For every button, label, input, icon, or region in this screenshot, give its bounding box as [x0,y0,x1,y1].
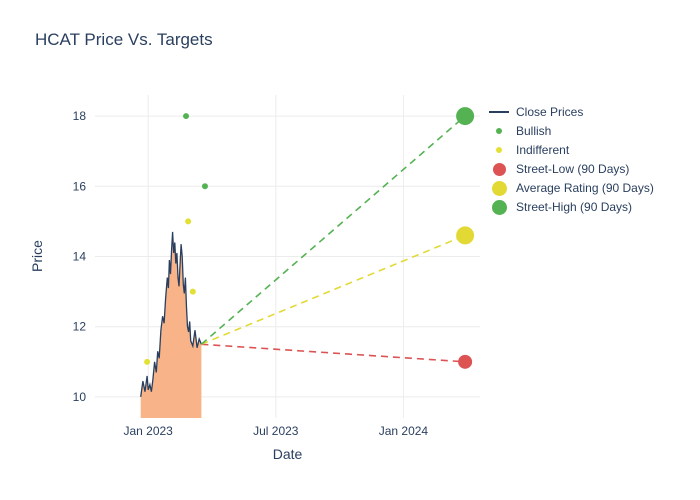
legend-item-average-rating-90-days[interactable]: Average Rating (90 Days) [488,180,654,196]
chart-title: HCAT Price Vs. Targets [35,30,213,49]
legend-item-label: Street-High (90 Days) [516,200,633,214]
average-rating-90-days-legend-swatch [488,180,510,196]
y-tick-label: 16 [73,179,87,193]
x-axis-title: Date [272,446,303,462]
x-tick-label: Jan 2024 [379,424,429,438]
y-tick-label: 10 [73,390,87,404]
x-tick-label: Jan 2023 [123,424,173,438]
street-low-marker [458,354,473,369]
legend-item-bullish[interactable]: Bullish [488,124,654,138]
legend-item-street-high-90-days[interactable]: Street-High (90 Days) [488,199,654,215]
legend-item-label: Indifferent [516,143,570,157]
indifferent-point [189,288,196,295]
bullish-point [201,183,208,190]
average-marker [456,226,475,245]
legend-item-street-low-90-days[interactable]: Street-Low (90 Days) [488,162,654,176]
street-high-marker [456,107,475,126]
y-tick-label: 18 [73,109,87,123]
indifferent-point [185,218,192,225]
y-tick-label: 12 [73,320,87,334]
legend-item-label: Bullish [516,124,552,138]
dot-swatch-icon [491,180,507,196]
dot-swatch-icon [492,162,506,176]
street-low-90-days-legend-swatch [488,162,510,176]
dot-swatch-icon [496,147,502,153]
bullish-legend-swatch [488,128,510,134]
y-axis-title: Price [29,240,45,272]
line-swatch-icon [489,111,509,113]
legend: Close Prices Bullish Indifferent Street-Low… [488,105,654,215]
legend-item-indifferent[interactable]: Indifferent [488,143,654,157]
legend-item-label: Street-Low (90 Days) [516,162,630,176]
close-price-line [140,231,203,397]
indifferent-point [144,358,151,365]
dot-swatch-icon [491,199,507,215]
legend-item-label: Average Rating (90 Days) [516,181,654,195]
average-dashed-line [201,234,466,346]
street-high-dashed-line [200,115,466,345]
street-high-90-days-legend-swatch [488,199,510,215]
street-low-dashed-line [201,343,466,363]
bullish-point [183,113,190,120]
y-tick-label: 14 [73,250,87,264]
legend-item-close-prices[interactable]: Close Prices [488,105,654,119]
indifferent-legend-swatch [488,147,510,153]
dot-swatch-icon [496,128,502,134]
x-tick-label: Jul 2023 [253,424,299,438]
legend-item-label: Close Prices [516,105,584,119]
close-prices-legend-swatch [488,111,510,113]
